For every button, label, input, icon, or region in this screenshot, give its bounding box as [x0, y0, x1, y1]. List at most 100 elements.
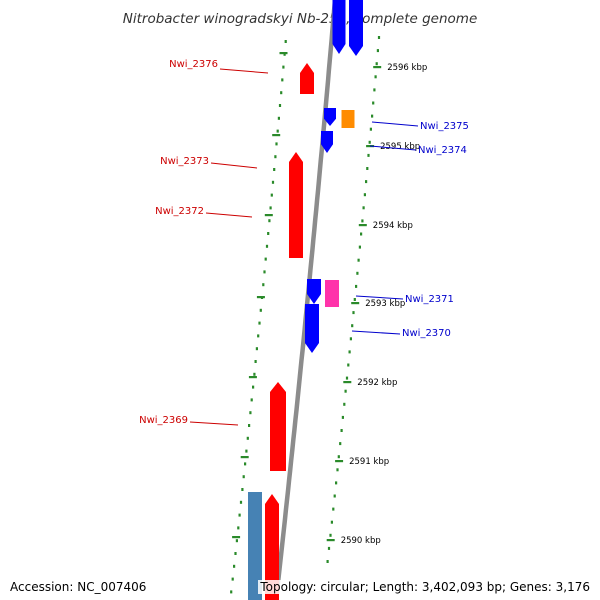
inner-tick-dot — [241, 488, 244, 491]
inner-tick-dot — [282, 65, 285, 69]
outer-tick-dot — [371, 114, 374, 118]
inner-tick-dot — [268, 219, 271, 223]
gene-nwi-2376-arrow — [300, 63, 314, 94]
inner-major-tick — [248, 376, 257, 379]
ticks-layer: 2596 kbp 2595 kbp 2594 kbp 2593 kbp 2592 kbp… — [326, 63, 427, 546]
outer-tick-dot — [340, 429, 343, 432]
inner-tick-dot — [238, 513, 241, 517]
backbone-layer — [273, 0, 338, 600]
inner-major-tick — [232, 536, 241, 539]
gene-leader-line — [355, 295, 404, 300]
gene-labels-layer: Nwi_2376 Nwi_2375 Nwi_2374 Nwi_2373 Nwi_2372… — [139, 59, 469, 426]
scale-tick-label: 2595 kbp — [380, 142, 420, 152]
gene-partial-forward-arrow — [265, 494, 279, 600]
inner-tick-dot — [278, 104, 282, 107]
inner-tick-dot — [284, 40, 287, 43]
outer-tick-dot — [335, 481, 338, 485]
outer-tick-dot — [373, 88, 376, 92]
outer-tick-dot — [339, 442, 342, 446]
inner-tick-dot — [270, 193, 273, 197]
outer-tick-dot — [327, 546, 331, 550]
inner-tick-dot — [250, 398, 253, 402]
inner-tick-dot — [252, 385, 255, 389]
inner-tick-dot — [255, 347, 258, 351]
gene-label[interactable]: Nwi_2375 — [420, 121, 469, 132]
gene-label[interactable]: Nwi_2370 — [402, 328, 451, 339]
inner-tick-dot — [281, 78, 284, 82]
scale-tick-label: 2592 kbp — [357, 378, 397, 388]
gene-leader-line — [369, 145, 417, 151]
inner-tick-dot — [233, 564, 236, 568]
scale-tick — [326, 539, 335, 542]
outer-tick-dot — [362, 206, 365, 210]
scale-tick — [343, 381, 352, 384]
inner-tick-dot — [267, 232, 270, 235]
gene-label[interactable]: Nwi_2371 — [405, 294, 454, 305]
inner-tick-dot — [265, 244, 269, 248]
gene-nwi-2369-arrow — [270, 382, 286, 471]
gene-nwi-2375-arrow — [324, 108, 336, 126]
inner-major-tick — [240, 456, 249, 459]
outer-tick-dot — [345, 376, 349, 380]
inner-tick-dot — [245, 449, 248, 453]
outer-tick-dot — [337, 455, 340, 459]
outer-tick-dot — [344, 389, 347, 393]
scale-tick-label: 2590 kbp — [341, 536, 381, 546]
gene-label[interactable]: Nwi_2372 — [155, 206, 204, 217]
inner-tick-dot — [276, 129, 279, 133]
topology-summary: Topology: circular; Length: 3,402,093 bp… — [258, 580, 592, 594]
inner-tick-dot — [271, 180, 275, 184]
scale-tick — [335, 460, 344, 463]
outer-tick-dot — [368, 140, 371, 144]
gene-partial-steel-block — [248, 492, 262, 600]
inner-tick-dot — [258, 321, 261, 325]
gene-label[interactable]: Nwi_2376 — [169, 59, 218, 70]
outer-tick-dot — [326, 560, 329, 563]
gene-orange-block — [341, 110, 355, 128]
gene-partial-reverse-arrow-a — [332, 0, 346, 54]
inner-tick-dot — [263, 270, 266, 274]
map-title: Nitrobacter winogradskyi Nb-255, complet… — [123, 11, 478, 27]
gene-leader-line — [210, 162, 258, 169]
gene-leader-line — [351, 330, 401, 335]
outer-tick-dot — [358, 245, 361, 249]
inner-tick-dot — [269, 206, 272, 210]
gene-nwi-2373-2372-arrow — [289, 152, 303, 258]
inner-tick-dot — [234, 552, 237, 555]
inner-tick-dot — [231, 577, 234, 581]
gene-label[interactable]: Nwi_2373 — [160, 156, 209, 167]
outer-tick-dot — [330, 520, 333, 524]
scale-tick — [373, 66, 382, 69]
outer-tick-dot — [367, 153, 370, 157]
inner-tick-dot — [280, 91, 283, 95]
inner-tick-dot — [283, 52, 286, 56]
outer-tick-dot — [353, 298, 356, 301]
gene-leader-line — [219, 68, 269, 74]
outer-tick-dot — [348, 350, 351, 354]
gene-label[interactable]: Nwi_2369 — [139, 415, 188, 426]
outer-tick-dot — [369, 127, 372, 131]
inner-tick-dot — [273, 168, 276, 171]
gene-nwi-2374-arrow — [321, 131, 333, 153]
outer-tick-dot — [355, 284, 358, 288]
outer-tick-dot — [363, 193, 366, 197]
gene-nwi-2371-arrow — [307, 279, 321, 304]
outer-tick-dot — [374, 75, 377, 79]
outer-tick-dot — [332, 507, 335, 511]
inner-tick-dot — [244, 462, 247, 466]
outer-tick-dot — [352, 311, 355, 315]
inner-tick-dot — [277, 116, 280, 120]
outer-tick-dot — [341, 415, 344, 419]
outer-tick-dot — [329, 533, 332, 537]
outer-tick-dot — [361, 219, 364, 223]
scale-tick-label: 2593 kbp — [365, 299, 405, 309]
gene-label[interactable]: Nwi_2374 — [418, 145, 467, 156]
outer-tick-dot — [376, 49, 379, 53]
outer-tick-dot — [336, 468, 339, 472]
outer-tick-dot — [333, 494, 336, 498]
outer-tick-dot — [360, 232, 363, 236]
inner-tick-dot — [235, 539, 238, 543]
outer-tick-dot — [372, 101, 375, 105]
scale-tick-label: 2596 kbp — [387, 63, 427, 73]
